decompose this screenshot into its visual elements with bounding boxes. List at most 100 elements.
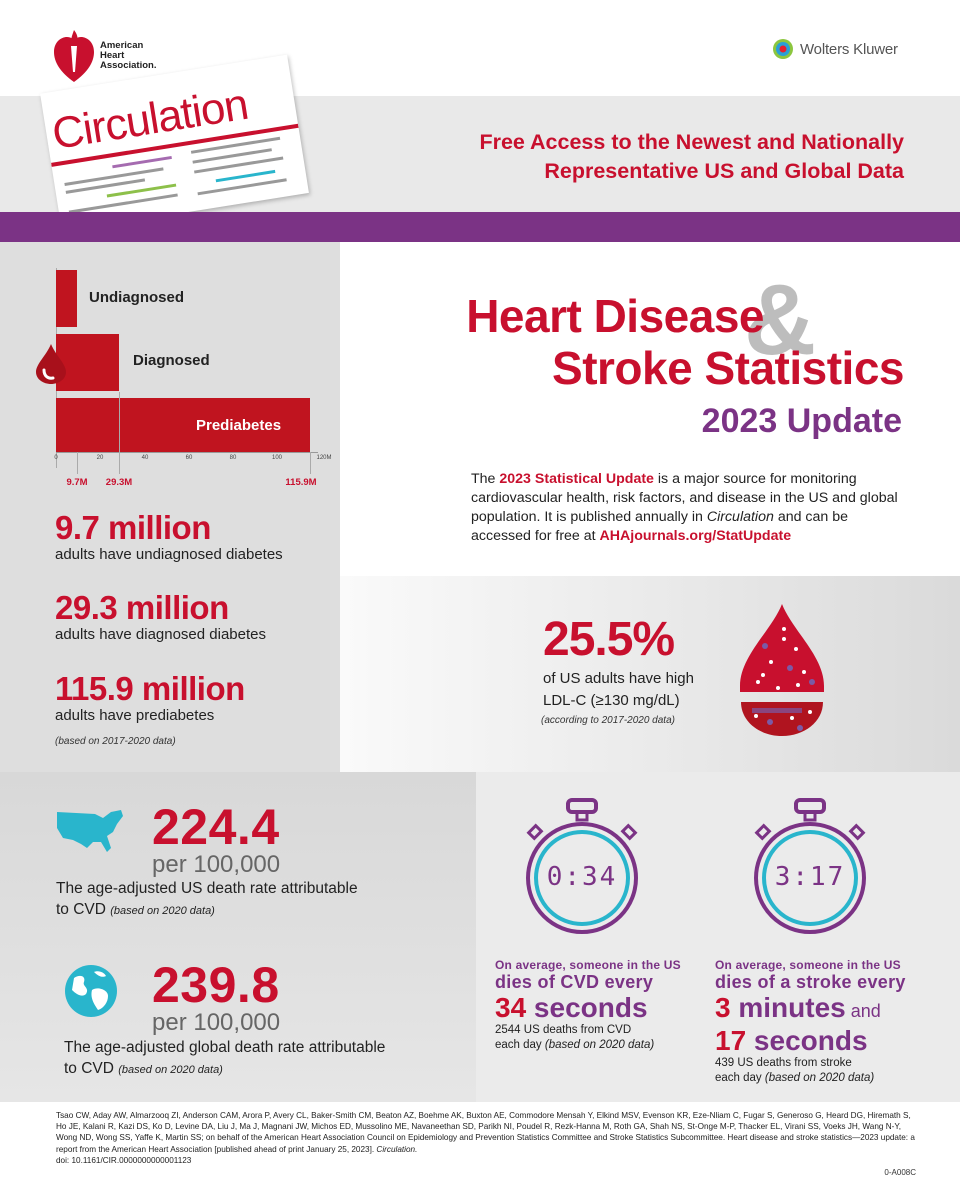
stroke-seconds-unit: seconds — [746, 1025, 868, 1056]
x-tick: 40 — [141, 455, 149, 461]
stat-prediabetes: 115.9 million adults have prediabetes — [55, 671, 245, 725]
citation-text: Tsao CW, Aday AW, Almarzooq ZI, Anderson… — [56, 1111, 915, 1154]
stroke-frequency-text: On average, someone in the US dies of a … — [715, 958, 935, 1086]
value-label-diagnosed: 29.3M — [105, 477, 133, 488]
intro-paragraph: The 2023 Statistical Update is a major s… — [471, 470, 911, 546]
stroke-foot-1: 439 US deaths from stroke — [715, 1057, 852, 1069]
x-tick: 60 — [185, 455, 193, 461]
marker-line — [77, 452, 78, 474]
global-rate-desc-line-2: to CVD — [64, 1060, 119, 1077]
cvd-frequency-text: On average, someone in the US dies of CV… — [495, 958, 695, 1053]
cvd-seconds-number: 34 — [495, 992, 527, 1023]
stroke-minutes-number: 3 — [715, 992, 731, 1023]
global-rate-per: per 100,000 — [152, 1009, 281, 1036]
intro-highlight: 2023 Statistical Update — [499, 471, 654, 487]
us-rate-description: The age-adjusted US death rate attributa… — [56, 878, 358, 922]
stat-undiagnosed: 9.7 million adults have undiagnosed diab… — [55, 510, 283, 564]
blood-drop-icon — [36, 344, 66, 384]
stat-value: 115.9 million — [55, 670, 245, 707]
banner-headline-line-2: Representative US and Global Data — [544, 159, 904, 183]
title-update: 2023 Update — [701, 402, 902, 440]
ldl-note: (according to 2017-2020 data) — [541, 715, 675, 726]
global-death-rate: 239.8 per 100,000 — [152, 960, 280, 1036]
ldl-description: of US adults have high LDL-C (≥130 mg/dL… — [543, 668, 694, 712]
cvd-seconds-unit: seconds — [526, 992, 648, 1023]
diabetes-bar-chart: Undiagnosed Diagnosed Prediabetes 0 20 4… — [36, 268, 346, 488]
stroke-note: (based on 2020 data) — [764, 1072, 875, 1084]
aha-logo-line-3: Association. — [100, 60, 157, 71]
stroke-minutes-unit: minutes — [730, 992, 846, 1023]
stroke-seconds-number: 17 — [715, 1025, 747, 1056]
stroke-foot-2: each day — [715, 1072, 765, 1084]
diabetes-note: (based on 2017-2020 data) — [55, 736, 176, 747]
cvd-foot-2: each day — [495, 1039, 545, 1051]
title-line-1: Heart Disease — [466, 290, 764, 342]
cvd-timer-display: 0:34 — [546, 862, 618, 892]
stat-label: adults have diagnosed diabetes — [55, 626, 266, 643]
cvd-line-2: dies of CVD every — [495, 972, 654, 992]
us-rate-desc-line-1: The age-adjusted US death rate attributa… — [56, 880, 358, 897]
cvd-foot-1: 2544 US deaths from CVD — [495, 1024, 632, 1036]
bar-label-undiagnosed: Undiagnosed — [89, 289, 185, 306]
stroke-line-2: dies of a stroke every — [715, 972, 906, 992]
stat-diagnosed: 29.3 million adults have diagnosed diabe… — [55, 590, 266, 644]
panel-slant — [330, 242, 342, 772]
value-label-prediabetes: 115.9M — [285, 477, 317, 488]
banner-headline: Free Access to the Newest and Nationally… — [384, 128, 904, 186]
title-ampersand: & — [744, 264, 817, 376]
intro-text: is a major source for monitoring cardiov… — [471, 471, 898, 525]
stroke-stopwatch-icon: 3:17 — [752, 798, 868, 938]
value-label-undiagnosed: 9.7M — [66, 477, 88, 488]
citation-journal: Circulation. — [376, 1144, 418, 1154]
page-title: Heart Disease Stroke Statistics — [466, 290, 904, 394]
us-rate-note: (based on 2020 data) — [110, 905, 215, 917]
stat-label: adults have undiagnosed diabetes — [55, 546, 283, 563]
ldl-line-1: of US adults have high — [543, 670, 694, 687]
aha-logo-line-1: American — [100, 40, 144, 51]
intro-text: The — [471, 471, 500, 487]
marker-line — [310, 452, 311, 474]
x-tick: 120M — [316, 455, 332, 461]
title-panel — [340, 242, 960, 576]
stat-value: 29.3 million — [55, 589, 229, 626]
aha-logo[interactable]: American Heart Association. — [54, 26, 174, 86]
us-death-rate: 224.4 per 100,000 — [152, 802, 280, 878]
death-frequency-panel — [476, 772, 960, 1102]
citation-doi[interactable]: doi: 10.1161/CIR.0000000000001123 — [56, 1155, 192, 1165]
us-rate-desc-line-2: to CVD — [56, 901, 111, 918]
document-code: 0-A008C — [884, 1168, 916, 1177]
bar-prediabetes — [56, 398, 310, 452]
stat-value: 9.7 million — [55, 509, 211, 546]
x-tick: 80 — [229, 455, 237, 461]
bar-label-diagnosed: Diagnosed — [133, 352, 210, 369]
intro-journal: Circulation — [706, 509, 774, 525]
us-rate-value: 224.4 — [152, 799, 280, 855]
ldl-panel — [340, 576, 960, 772]
x-tick: 20 — [96, 455, 104, 461]
cvd-note: (based on 2020 data) — [544, 1039, 655, 1051]
aha-logo-line-2: Heart — [100, 50, 125, 61]
ldl-value: 25.5% — [543, 613, 675, 666]
globe-icon — [65, 965, 117, 1017]
global-rate-value: 239.8 — [152, 957, 280, 1013]
stroke-timer-display: 3:17 — [774, 862, 846, 892]
cvd-intro: On average, someone in the US — [495, 958, 681, 972]
title-line-2: Stroke Statistics — [552, 342, 904, 394]
heart-torch-icon — [54, 30, 94, 82]
global-rate-description: The age-adjusted global death rate attri… — [64, 1037, 385, 1081]
stroke-intro: On average, someone in the US — [715, 958, 901, 972]
bar-undiagnosed — [56, 270, 77, 327]
statupdate-link[interactable]: AHAjournals.org/StatUpdate — [599, 528, 792, 544]
stroke-and: and — [845, 1001, 881, 1021]
us-rate-per: per 100,000 — [152, 851, 281, 878]
global-rate-desc-line-1: The age-adjusted global death rate attri… — [64, 1039, 386, 1056]
stat-label: adults have prediabetes — [55, 707, 215, 724]
wolters-kluwer-text: Wolters Kluwer — [800, 40, 898, 58]
journal-text-line — [197, 178, 287, 196]
x-tick: 100 — [271, 455, 283, 461]
wolters-kluwer-logo[interactable]: Wolters Kluwer — [772, 38, 898, 60]
axis-x-line — [56, 452, 318, 453]
intro-text: and can be accessed for free at — [471, 509, 849, 544]
cholesterol-blood-drop-icon — [740, 604, 824, 736]
bar-label-prediabetes: Prediabetes — [196, 417, 282, 434]
